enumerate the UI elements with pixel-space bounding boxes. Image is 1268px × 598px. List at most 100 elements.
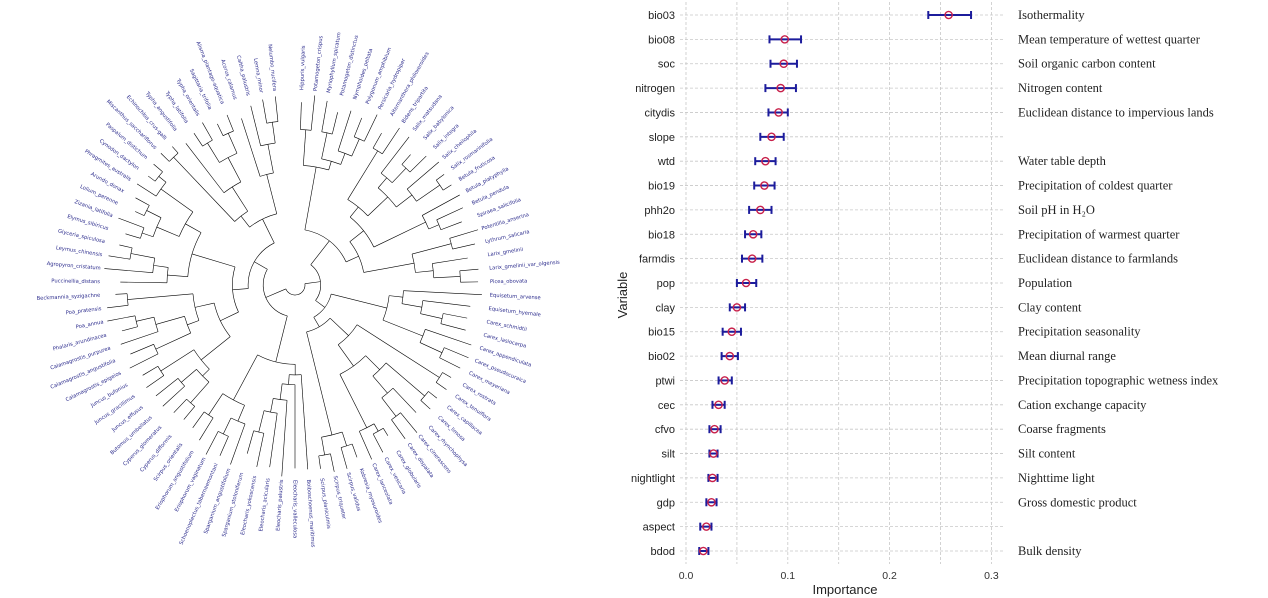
leaf-label: Hippuris_vulgaris xyxy=(299,45,307,90)
point xyxy=(761,156,770,166)
branch xyxy=(155,316,185,325)
branch xyxy=(120,281,167,284)
branch xyxy=(373,221,426,248)
y-tick-label: soc xyxy=(658,59,676,71)
variable-description: Gross domestic product xyxy=(1018,495,1137,509)
branch xyxy=(136,183,157,197)
branch xyxy=(365,355,380,370)
branch xyxy=(303,129,307,166)
branch xyxy=(304,281,321,284)
branch xyxy=(155,378,179,397)
point xyxy=(707,497,716,507)
point xyxy=(780,35,790,44)
branch xyxy=(246,430,254,454)
branch xyxy=(409,155,427,173)
point xyxy=(741,278,751,288)
y-tick-label: bio02 xyxy=(648,351,675,363)
y-axis-title: Variable xyxy=(615,272,630,319)
y-tick-label: bio19 xyxy=(648,181,675,193)
branch-arc xyxy=(202,139,213,147)
branch xyxy=(310,95,316,131)
variable-description: Mean temperature of wettest quarter xyxy=(1018,32,1201,46)
branch xyxy=(411,243,452,255)
branch xyxy=(428,391,438,399)
branch xyxy=(233,354,258,401)
branch xyxy=(377,177,387,189)
branch xyxy=(356,324,440,378)
leaf-label: Beckmannia_syzigachne xyxy=(37,293,101,302)
branch xyxy=(425,329,472,346)
leaf-label: Poa_annua xyxy=(75,319,104,330)
branch xyxy=(227,133,238,154)
variable-description: Soil organic carbon content xyxy=(1018,57,1156,71)
branch xyxy=(459,268,479,272)
branch xyxy=(310,240,330,265)
branch xyxy=(115,293,128,295)
branch xyxy=(205,431,219,455)
branch xyxy=(230,423,246,465)
branch xyxy=(267,144,274,173)
branch-arc xyxy=(339,355,366,375)
leaf-label: Poa_pratensis xyxy=(66,306,103,316)
branch xyxy=(351,138,360,157)
branch xyxy=(340,153,346,165)
branch-arc xyxy=(285,283,306,296)
row-ptwi: ptwi Precipitation topographic wetness in… xyxy=(655,373,1219,387)
branch xyxy=(187,320,200,326)
branch xyxy=(321,437,325,456)
point xyxy=(944,10,953,20)
branch xyxy=(125,233,141,239)
branch xyxy=(340,447,348,469)
point xyxy=(760,181,769,190)
row-bio03: bio03 Isothermality xyxy=(648,8,1085,22)
branch-arc xyxy=(187,232,202,277)
branch xyxy=(107,315,136,322)
point xyxy=(725,351,735,361)
point xyxy=(708,473,717,483)
branch xyxy=(383,428,389,436)
y-tick-label: citydis xyxy=(644,107,675,119)
branch-arc xyxy=(304,229,347,263)
branch xyxy=(406,161,440,190)
branch xyxy=(440,221,462,231)
branch xyxy=(304,166,317,230)
y-tick-label: nightlight xyxy=(631,473,675,485)
branch xyxy=(400,412,418,433)
row-nightlight: nightlight Nighttime light xyxy=(631,471,1095,485)
branch xyxy=(194,302,215,308)
branch xyxy=(185,143,225,193)
point xyxy=(720,376,729,385)
branch xyxy=(135,197,150,206)
branch xyxy=(432,257,468,264)
variable-description: Population xyxy=(1018,276,1073,290)
variable-description: Precipitation of coldest quarter xyxy=(1018,179,1173,193)
variable-description: Soil pH in H₂O xyxy=(1018,203,1095,217)
branch xyxy=(232,288,249,291)
row-cfvo: cfvo Coarse fragments xyxy=(655,422,1106,436)
row-wtd: wtd Water table depth xyxy=(657,154,1107,168)
branch xyxy=(444,347,469,359)
branch xyxy=(329,317,349,336)
branch xyxy=(372,375,388,394)
branch-arc xyxy=(213,303,231,337)
branch xyxy=(121,326,138,332)
row-farmdis: farmdis Euclidean distance to farmlands xyxy=(639,252,1178,266)
branch-arc xyxy=(247,242,275,289)
y-tick-label: bio03 xyxy=(648,10,675,22)
branch-arc xyxy=(232,266,239,313)
y-tick-label: bdod xyxy=(651,546,675,558)
row-pop: pop Population xyxy=(657,276,1073,290)
branch xyxy=(120,331,159,345)
branch xyxy=(443,184,452,191)
branch xyxy=(440,323,466,331)
branch-arc xyxy=(306,317,331,333)
branch xyxy=(146,210,162,218)
variable-description: Euclidean distance to farmlands xyxy=(1018,252,1178,266)
branch-arc xyxy=(152,258,156,273)
branch xyxy=(270,398,274,413)
variable-description: Silt content xyxy=(1018,447,1076,461)
variable-description: Cation exchange capacity xyxy=(1018,398,1147,412)
branch xyxy=(359,431,372,460)
branch xyxy=(313,317,320,327)
branch xyxy=(442,372,452,378)
